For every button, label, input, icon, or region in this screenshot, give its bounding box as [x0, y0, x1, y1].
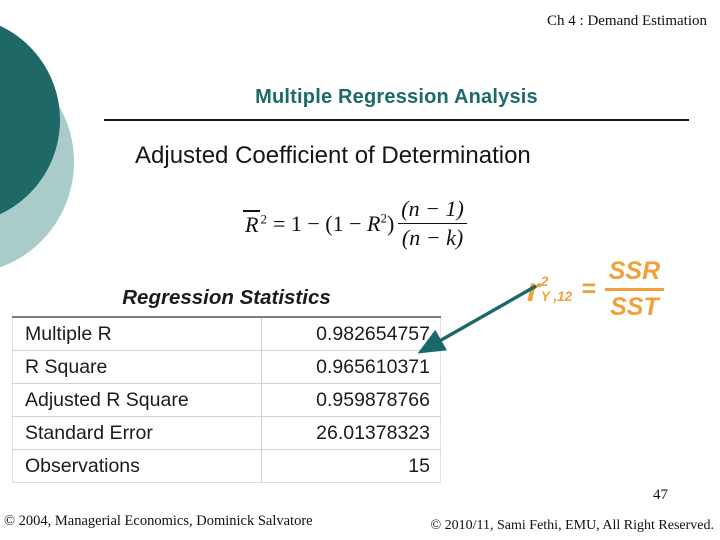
row-value: 0.982654757 — [261, 317, 441, 351]
table-header-row: Regression Statistics — [12, 283, 441, 318]
footer-right: © 2010/11, Sami Fethi, EMU, All Right Re… — [430, 518, 715, 533]
title-block: Multiple Regression Analysis — [104, 86, 689, 121]
row-label: R Square — [11, 350, 262, 384]
r2-fraction: SSR SST — [604, 257, 665, 322]
r2-scripts: 2 Y ,12 — [541, 274, 572, 305]
subtitle: Adjusted Coefficient of Determination — [135, 142, 531, 169]
r2-subscript: Y ,12 — [540, 289, 573, 305]
table-row: R Square 0.965610371 — [11, 350, 441, 384]
r2-equals: = — [581, 274, 596, 303]
r2-numerator: SSR — [604, 257, 665, 291]
equation-denominator: (n − k) — [401, 225, 464, 250]
equation-fraction: (n − 1) (n − k) — [398, 196, 467, 251]
row-value: 0.959878766 — [261, 383, 441, 417]
r2-base: r — [527, 270, 540, 308]
row-value: 0.965610371 — [261, 350, 441, 384]
equation-mid: = 1 − (1 − R2) — [272, 210, 395, 236]
row-label: Multiple R — [11, 317, 262, 351]
r2-ssr-sst-formula: r 2 Y ,12 = SSR SST — [527, 257, 665, 322]
row-label: Standard Error — [11, 416, 262, 450]
footer-left: © 2004, Managerial Economics, Dominick S… — [4, 513, 313, 529]
row-label: Adjusted R Square — [11, 383, 262, 417]
page-title: Multiple Regression Analysis — [255, 86, 538, 108]
equation-numerator: (n − 1) — [398, 196, 467, 224]
row-label: Observations — [11, 449, 262, 483]
table-title: Regression Statistics — [12, 283, 441, 318]
r2-superscript: 2 — [540, 273, 549, 289]
table-row: Observations 15 — [11, 449, 441, 483]
row-value: 15 — [261, 449, 441, 483]
row-value: 26.01378323 — [261, 416, 441, 450]
r2-denominator: SST — [610, 292, 659, 321]
page-number: 47 — [653, 487, 668, 503]
regression-statistics-table: Regression Statistics Multiple R 0.98265… — [11, 283, 441, 483]
table-row: Multiple R 0.982654757 — [11, 317, 441, 351]
table-row: Standard Error 26.01378323 — [11, 416, 441, 450]
title-rule — [104, 119, 689, 121]
table-row: Adjusted R Square 0.959878766 — [11, 383, 441, 417]
chapter-header: Ch 4 : Demand Estimation — [547, 13, 707, 29]
